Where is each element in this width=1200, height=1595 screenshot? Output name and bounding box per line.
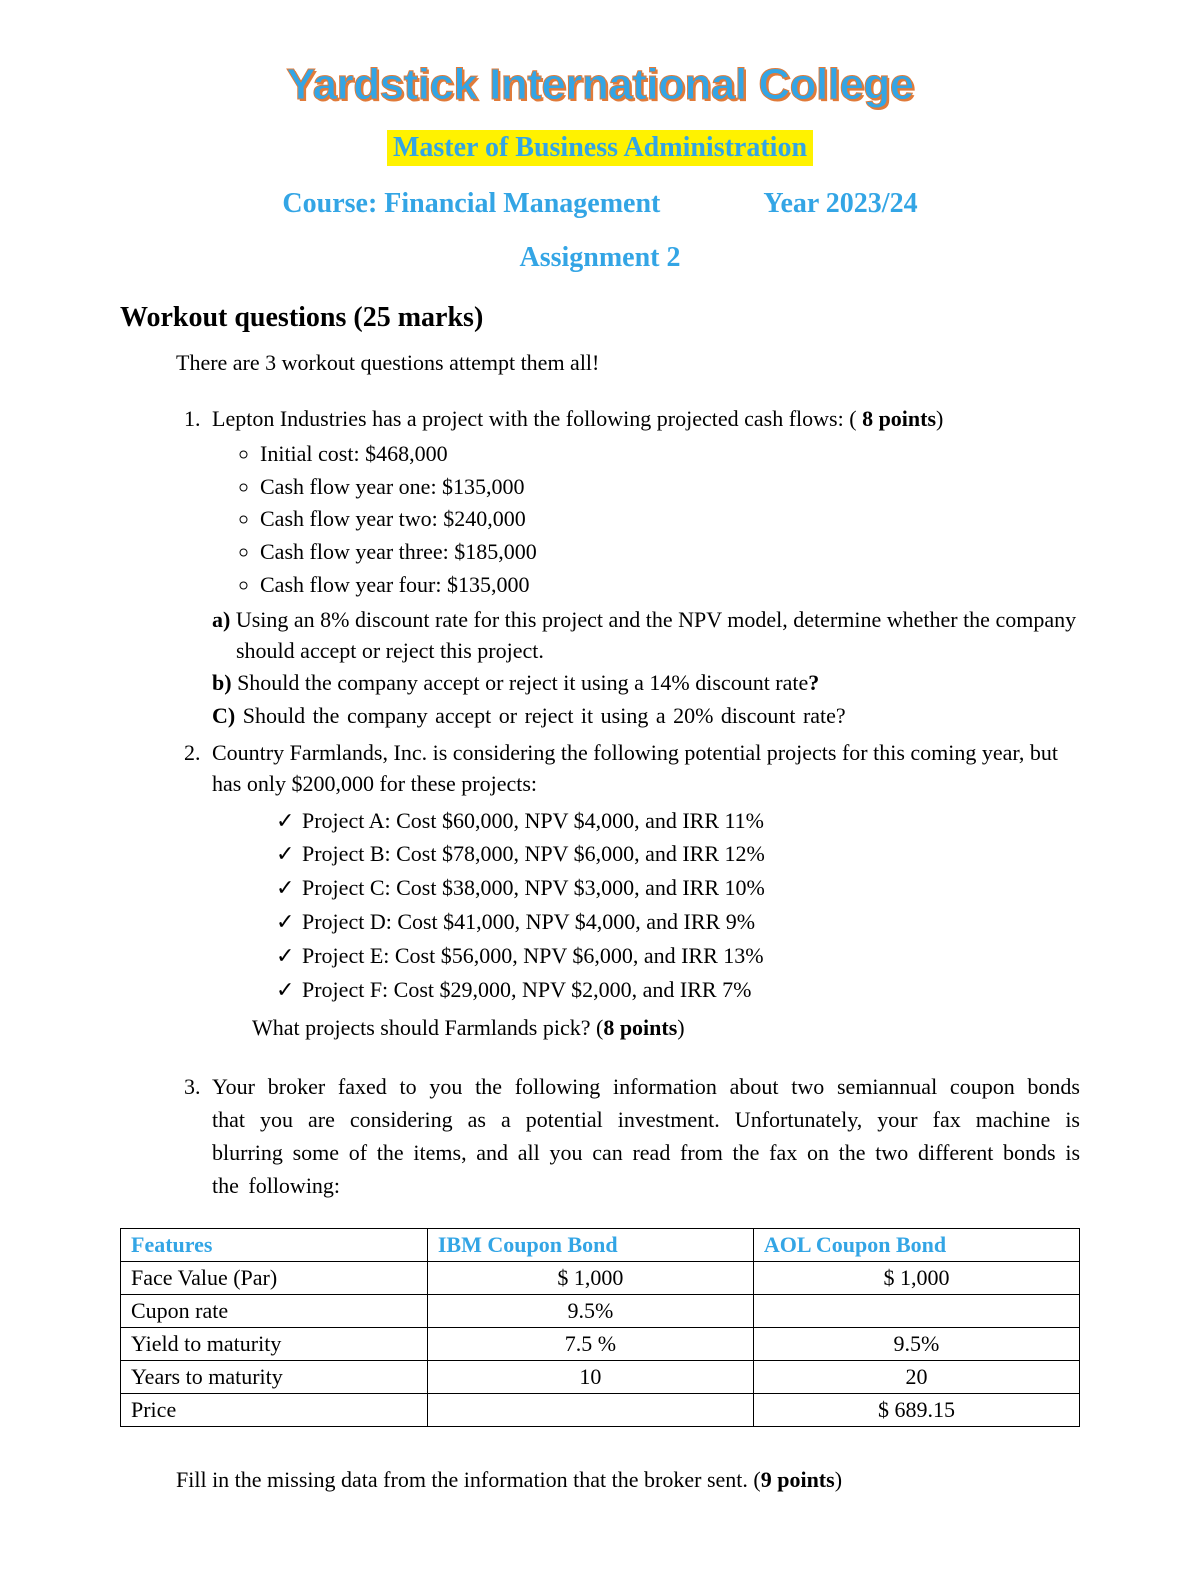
q1-c-text: Should the company accept or reject it u…: [235, 703, 845, 728]
cell-ibm: 7.5 %: [427, 1328, 753, 1361]
q2-project: Project F: Cost $29,000, NPV $2,000, and…: [302, 975, 1080, 1006]
cell-ibm: [427, 1394, 753, 1427]
question-2: Country Farmlands, Inc. is considering t…: [206, 738, 1080, 1044]
q1-item: Cash flow year one: $135,000: [260, 472, 1080, 503]
program-name: Master of Business Administration: [387, 130, 813, 166]
q2-points: 8 points: [603, 1015, 677, 1040]
th-features: Features: [121, 1229, 428, 1262]
table-row: Yield to maturity 7.5 % 9.5%: [121, 1328, 1080, 1361]
q2-projects-list: Project A: Cost $60,000, NPV $4,000, and…: [212, 806, 1080, 1006]
q2-project: Project C: Cost $38,000, NPV $3,000, and…: [302, 873, 1080, 904]
question-1: Lepton Industries has a project with the…: [206, 404, 1080, 732]
row-label: Years to maturity: [121, 1361, 428, 1394]
q1-b-label: b): [212, 670, 232, 695]
q1-b-qmark: ?: [808, 670, 819, 695]
row-label: Yield to maturity: [121, 1328, 428, 1361]
q1-points: 8 points: [857, 406, 936, 431]
assignment-label: Assignment 2: [120, 242, 1080, 274]
q2-project: Project E: Cost $56,000, NPV $6,000, and…: [302, 941, 1080, 972]
document-page: Yardstick International College Master o…: [0, 0, 1200, 1595]
section-intro: There are 3 workout questions attempt th…: [176, 350, 1080, 376]
q2-final-line: What projects should Farmlands pick? (8 …: [252, 1013, 1080, 1044]
th-ibm: IBM Coupon Bond: [427, 1229, 753, 1262]
bond-table: Features IBM Coupon Bond AOL Coupon Bond…: [120, 1228, 1080, 1427]
section-heading: Workout questions (25 marks): [120, 302, 1080, 334]
q2-final-pre: What projects should Farmlands pick? (: [252, 1015, 603, 1040]
q2-project: Project A: Cost $60,000, NPV $4,000, and…: [302, 806, 1080, 837]
q2-lead: Country Farmlands, Inc. is considering t…: [212, 740, 1058, 796]
q1-part-a: a) Using an 8% discount rate for this pr…: [212, 605, 1080, 667]
q1-cashflow-list: Initial cost: $468,000 Cash flow year on…: [212, 439, 1080, 601]
q1-item: Initial cost: $468,000: [260, 439, 1080, 470]
q1-c-label: C): [212, 703, 235, 728]
q2-project: Project B: Cost $78,000, NPV $6,000, and…: [302, 839, 1080, 870]
cell-aol: $ 689.15: [753, 1394, 1079, 1427]
q1-item: Cash flow year two: $240,000: [260, 504, 1080, 535]
q1-item: Cash flow year four: $135,000: [260, 570, 1080, 601]
cell-aol: $ 1,000: [753, 1262, 1079, 1295]
cell-ibm: 9.5%: [427, 1295, 753, 1328]
cell-aol: 9.5%: [753, 1328, 1079, 1361]
q1-b-text: Should the company accept or reject it u…: [232, 670, 809, 695]
program-line: Master of Business Administration: [120, 130, 1080, 166]
row-label: Price: [121, 1394, 428, 1427]
row-label: Cupon rate: [121, 1295, 428, 1328]
q1-subparts: a) Using an 8% discount rate for this pr…: [212, 605, 1080, 732]
q2-final-post: ): [677, 1015, 684, 1040]
table-row: Price $ 689.15: [121, 1394, 1080, 1427]
course-label: Course: Financial Management: [282, 188, 660, 219]
q1-a-label: a): [212, 607, 230, 632]
table-row: Cupon rate 9.5%: [121, 1295, 1080, 1328]
q3-fill-pre: Fill in the missing data from the inform…: [176, 1467, 761, 1492]
question-3: Your broker faxed to you the following i…: [206, 1070, 1080, 1202]
q1-part-b: b) Should the company accept or reject i…: [212, 668, 1080, 699]
q1-item: Cash flow year three: $185,000: [260, 537, 1080, 568]
q3-fill-post: ): [835, 1467, 842, 1492]
q1-lead: Lepton Industries has a project with the…: [212, 406, 857, 431]
table-header-row: Features IBM Coupon Bond AOL Coupon Bond: [121, 1229, 1080, 1262]
q1-part-c: C) Should the company accept or reject i…: [212, 701, 1080, 732]
q1-lead-tail: ): [936, 406, 943, 431]
table-row: Face Value (Par) $ 1,000 $ 1,000: [121, 1262, 1080, 1295]
q3-points: 9 points: [761, 1467, 835, 1492]
questions-list: Lepton Industries has a project with the…: [120, 404, 1080, 1202]
q2-project: Project D: Cost $41,000, NPV $4,000, and…: [302, 907, 1080, 938]
year-label: Year 2023/24: [763, 188, 917, 219]
th-aol: AOL Coupon Bond: [753, 1229, 1079, 1262]
cell-ibm: $ 1,000: [427, 1262, 753, 1295]
q1-a-text: Using an 8% discount rate for this proje…: [230, 607, 1076, 663]
q3-text: Your broker faxed to you the following i…: [212, 1070, 1080, 1202]
college-name: Yardstick International College: [120, 60, 1080, 110]
cell-aol: [753, 1295, 1079, 1328]
cell-aol: 20: [753, 1361, 1079, 1394]
row-label: Face Value (Par): [121, 1262, 428, 1295]
table-row: Years to maturity 10 20: [121, 1361, 1080, 1394]
course-year-line: Course: Financial Management Year 2023/2…: [120, 188, 1080, 220]
q3-fillin-line: Fill in the missing data from the inform…: [176, 1467, 1080, 1493]
cell-ibm: 10: [427, 1361, 753, 1394]
